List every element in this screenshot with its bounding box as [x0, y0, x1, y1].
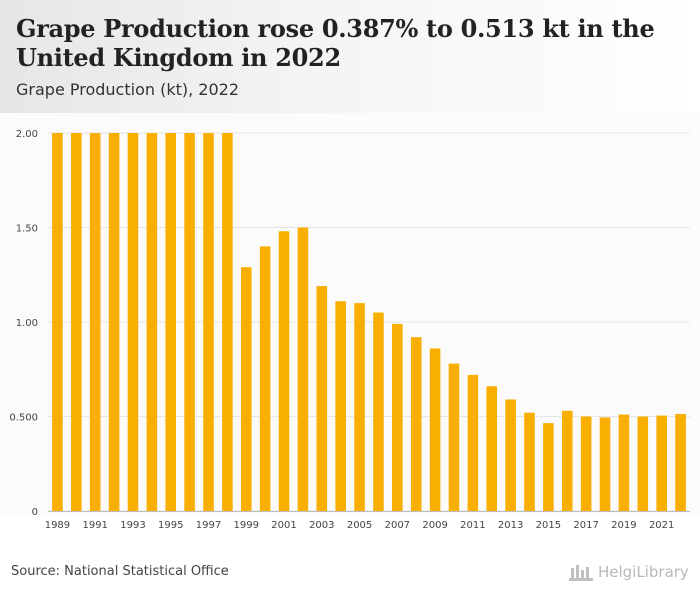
bar-2006[interactable]	[373, 312, 384, 511]
header-band: Grape Production rose 0.387% to 0.513 kt…	[0, 0, 700, 113]
bar-1990[interactable]	[71, 133, 82, 511]
bar-2003[interactable]	[316, 286, 328, 511]
bar-1997[interactable]	[203, 133, 214, 511]
bar-2012[interactable]	[486, 386, 498, 511]
bar-1996[interactable]	[184, 133, 195, 511]
y-tick-label: 1.50	[16, 224, 38, 235]
bar-2005[interactable]	[354, 303, 365, 511]
library-icon	[569, 565, 593, 581]
bar-1998[interactable]	[222, 133, 233, 511]
chart-title: Grape Production rose 0.387% to 0.513 kt…	[16, 14, 655, 72]
x-tick-label: 2015	[536, 520, 561, 531]
y-tick-label: 0	[32, 507, 38, 518]
x-tick-label: 2017	[573, 520, 598, 531]
bar-1989[interactable]	[52, 133, 63, 511]
x-tick-label: 1991	[82, 520, 107, 531]
x-tick-label: 1997	[196, 520, 221, 531]
bar-1995[interactable]	[165, 133, 177, 511]
x-tick-label: 2021	[649, 520, 674, 531]
bar-2010[interactable]	[448, 363, 460, 511]
logo-text: HelgiLibrary	[598, 563, 689, 581]
x-tick-label: 2019	[611, 520, 636, 531]
chart-subtitle: Grape Production (kt), 2022	[16, 80, 239, 99]
x-tick-label: 2001	[271, 520, 296, 531]
bar-2011[interactable]	[467, 374, 479, 511]
x-tick-label: 1993	[120, 520, 145, 531]
bar-2017[interactable]	[580, 416, 592, 512]
bar-2009[interactable]	[429, 348, 441, 511]
bar-2004[interactable]	[335, 301, 346, 511]
bar-2002[interactable]	[297, 227, 309, 512]
y-tick-label: 0.500	[9, 413, 38, 424]
bar-2019[interactable]	[618, 414, 630, 511]
bar-2015[interactable]	[543, 423, 554, 511]
bar-2018[interactable]	[599, 417, 611, 511]
source-note: Source: National Statistical Office	[11, 564, 229, 579]
bar-2020[interactable]	[637, 416, 649, 512]
x-tick-label: 1999	[234, 520, 259, 531]
bar-2021[interactable]	[656, 415, 667, 511]
bar-2022[interactable]	[675, 414, 686, 511]
bar-2000[interactable]	[259, 246, 271, 511]
bar-2014[interactable]	[524, 412, 535, 511]
bar-2008[interactable]	[410, 337, 422, 511]
bar-1991[interactable]	[89, 133, 101, 511]
bar-2007[interactable]	[392, 323, 403, 511]
bar-chart: 0 0.500 1.00 1.50 2.00 1989 1991 1993 1995 1997 19…	[9, 129, 690, 531]
x-tick-label: 2013	[498, 520, 523, 531]
bar-1999[interactable]	[240, 267, 252, 511]
bar-2001[interactable]	[278, 231, 290, 511]
bar-1992[interactable]	[108, 133, 120, 511]
x-tick-label: 1995	[158, 520, 183, 531]
x-tick-label: 2003	[309, 520, 334, 531]
x-tick-label: 2005	[347, 520, 372, 531]
y-tick-label: 1.00	[16, 318, 38, 329]
helgi-library-logo[interactable]: HelgiLibrary	[568, 561, 689, 583]
bar-2013[interactable]	[505, 399, 516, 511]
bar-2016[interactable]	[561, 410, 573, 511]
y-tick-label: 2.00	[16, 129, 38, 140]
x-tick-label: 2009	[422, 520, 447, 531]
bar-1993[interactable]	[127, 133, 139, 511]
x-tick-label: 1989	[45, 520, 70, 531]
x-tick-label: 2007	[385, 520, 410, 531]
x-tick-label: 2011	[460, 520, 485, 531]
bar-1994[interactable]	[146, 133, 158, 511]
